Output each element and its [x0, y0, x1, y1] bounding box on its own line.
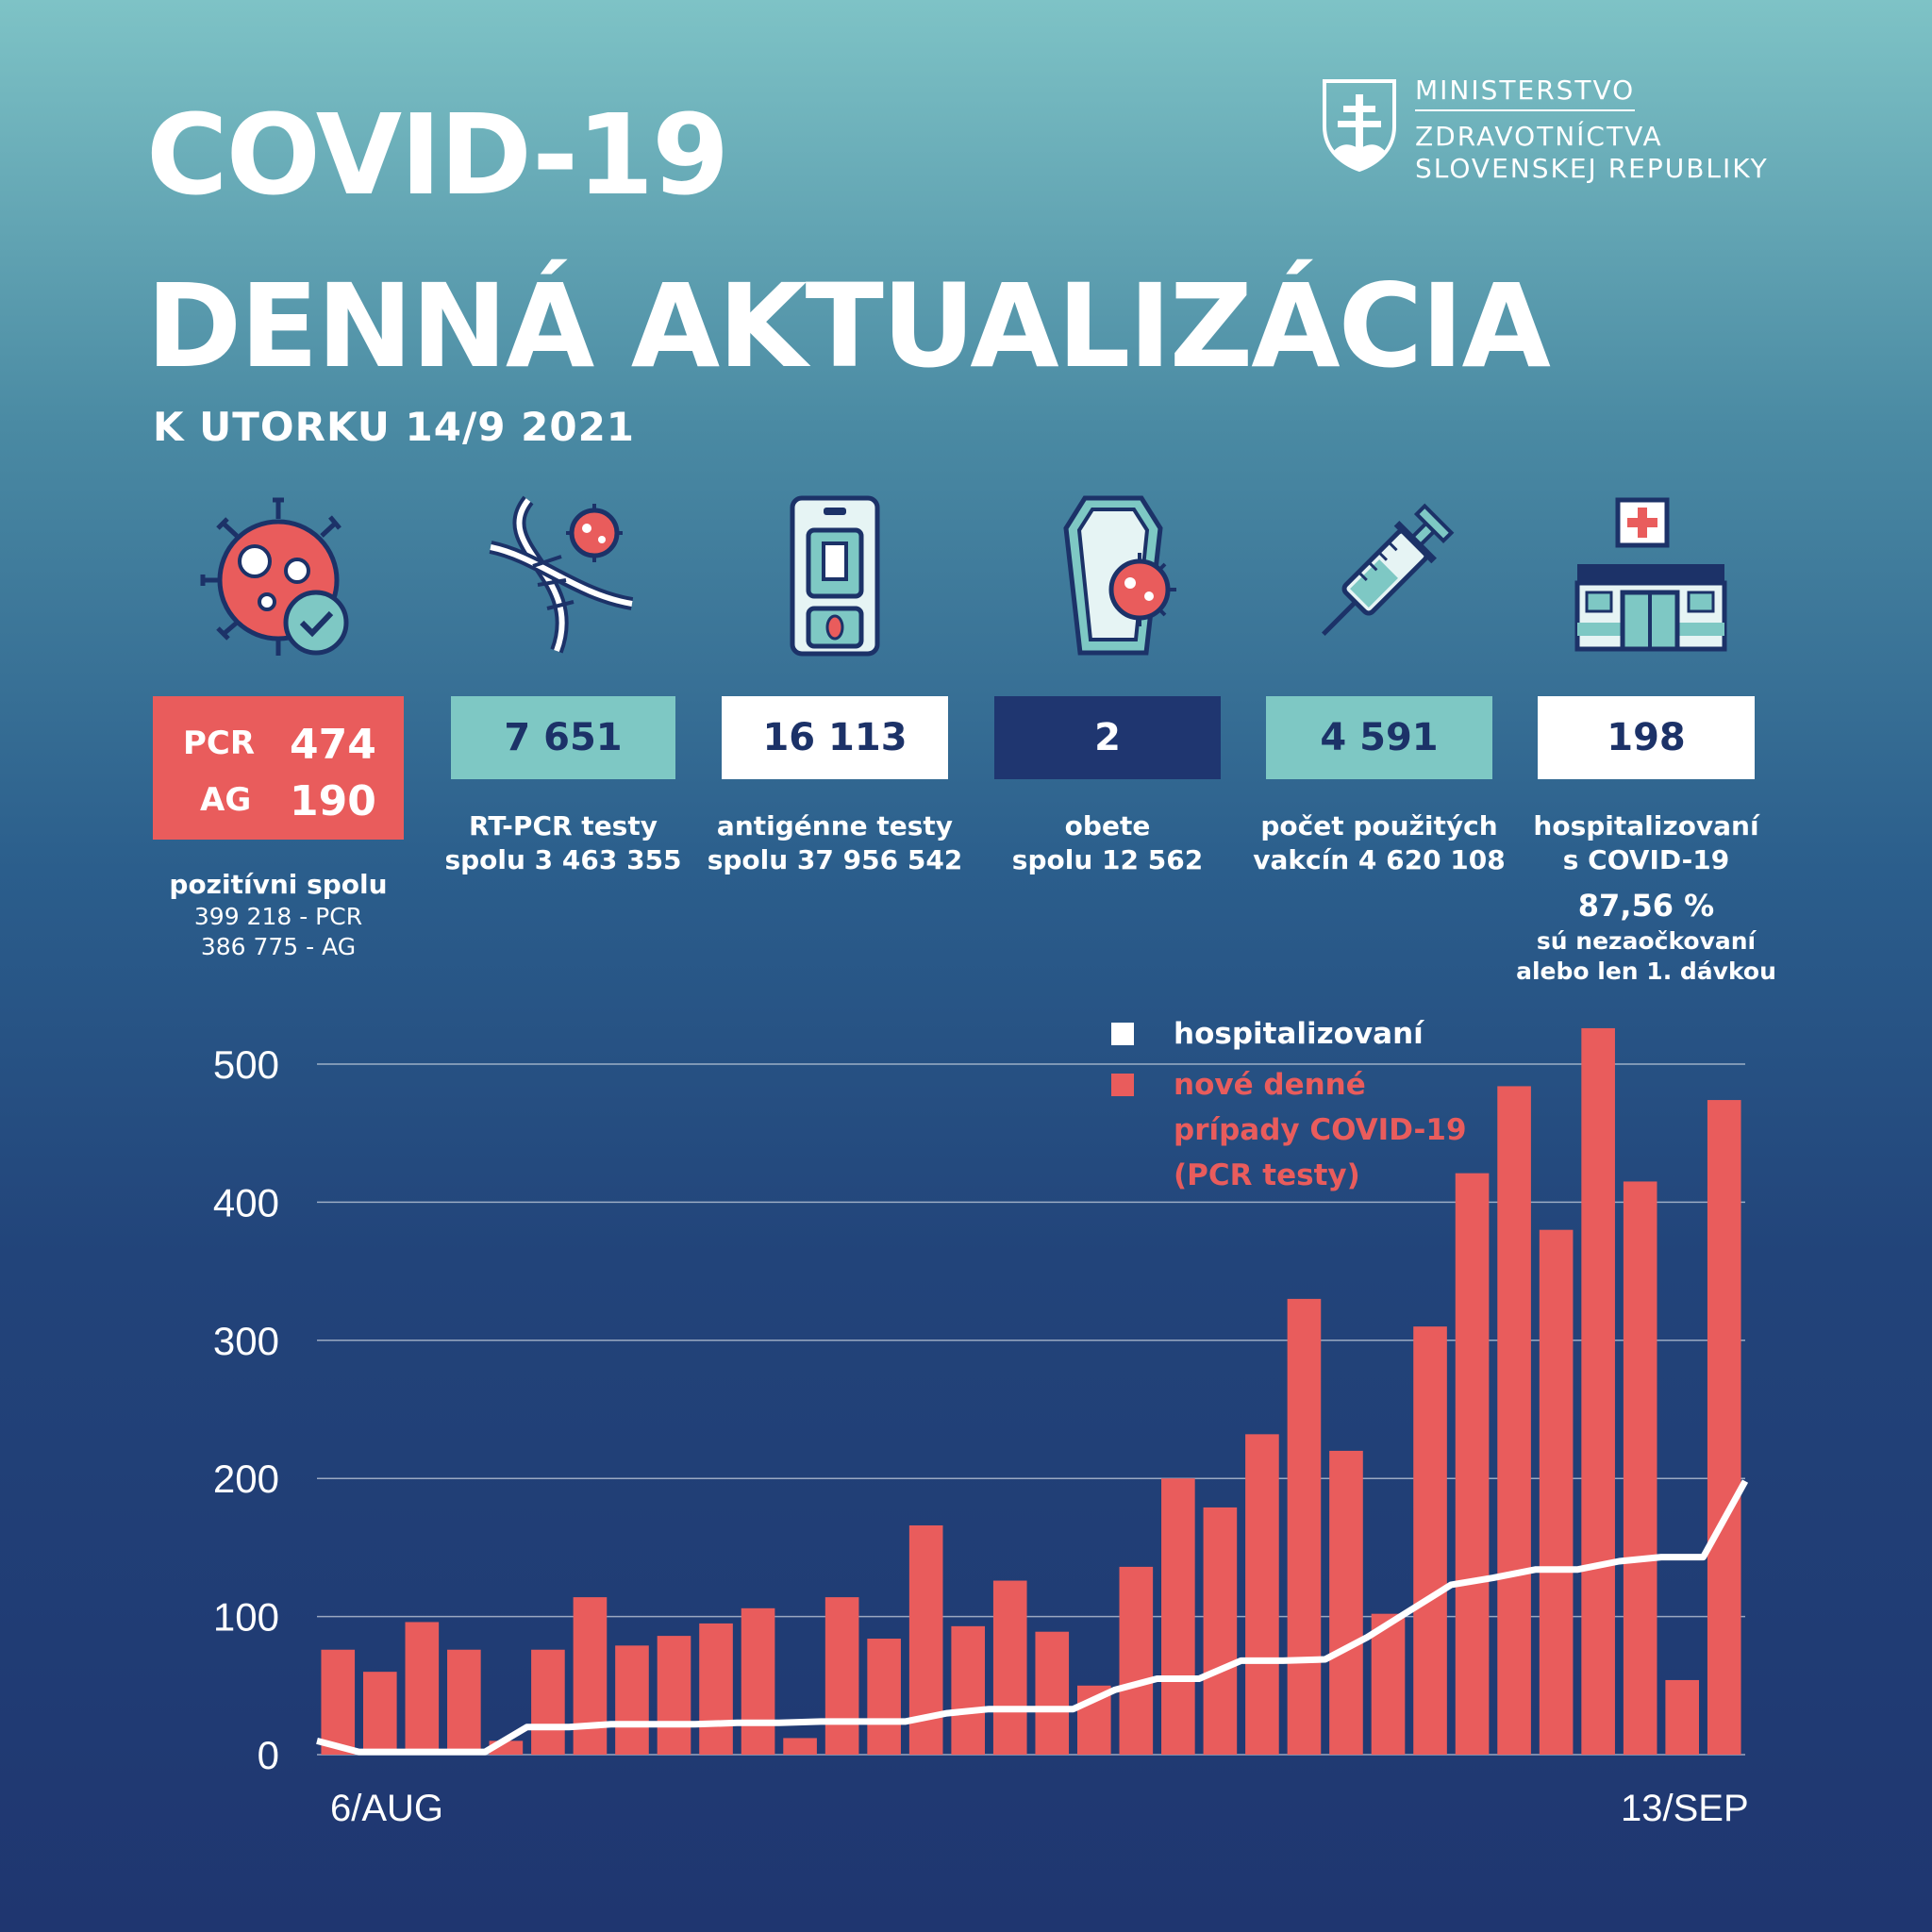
hospital-note2: alebo len 1. dávkou — [1516, 958, 1776, 985]
cases-bar — [1707, 1100, 1741, 1755]
antigen-value: 16 113 — [722, 696, 948, 779]
ag-label: AG — [200, 781, 252, 819]
vaccines-value: 4 591 — [1266, 696, 1492, 779]
cases-bar — [783, 1738, 817, 1755]
cases-bar — [362, 1672, 397, 1755]
y-axis-labels: 0 100 200 300 400 500 — [213, 1042, 279, 1777]
cases-hospitalized-chart: 0 100 200 300 400 500 6/AUG 13/SEP — [213, 1027, 1749, 1829]
cases-bar — [1581, 1027, 1615, 1755]
cases-bar — [1497, 1086, 1531, 1755]
cases-bar — [699, 1623, 733, 1755]
cases-bar — [531, 1649, 565, 1755]
hospitalized-line — [316, 1479, 1749, 1756]
cases-bar — [951, 1625, 986, 1755]
y-tick-label: 100 — [213, 1595, 279, 1640]
syringe-icon — [1322, 503, 1455, 636]
cases-bar — [992, 1580, 1027, 1755]
y-tick-label: 200 — [213, 1457, 279, 1501]
cases-bar — [615, 1645, 649, 1755]
cases-bar — [1665, 1679, 1700, 1755]
cases-bar — [1455, 1173, 1490, 1755]
dna-virus-icon — [489, 495, 634, 654]
cases-bar — [1245, 1434, 1279, 1755]
rtpcr-value: 7 651 — [451, 696, 675, 779]
positive-box: PCR 474 AG 190 — [153, 696, 404, 840]
deaths-caption1: obete — [1064, 810, 1151, 841]
virus-check-icon — [200, 497, 349, 656]
legend-cases-line1: nové denné — [1174, 1068, 1366, 1102]
hospital-caption2: s COVID-19 — [1562, 844, 1730, 875]
y-tick-label: 300 — [213, 1319, 279, 1363]
cases-bar — [573, 1597, 608, 1755]
pcr-label: PCR — [183, 724, 256, 762]
cases-bar — [1413, 1326, 1447, 1755]
legend-cases-line2: prípady COVID-19 — [1174, 1113, 1467, 1147]
cases-bar — [1539, 1229, 1574, 1755]
ministry-line3: SLOVENSKEJ REPUBLIKY — [1415, 153, 1769, 184]
hospital-icon — [1574, 497, 1727, 652]
hospital-value: 198 — [1538, 696, 1755, 779]
cases-bar — [1203, 1507, 1238, 1755]
hospital-caption1: hospitalizovaní — [1533, 810, 1759, 841]
test-kit-icon — [790, 495, 880, 657]
deaths-value: 2 — [994, 696, 1221, 779]
cases-bar — [1623, 1181, 1657, 1755]
slovak-crest-icon — [1323, 79, 1396, 172]
cases-bar — [657, 1636, 691, 1755]
antigen-caption2: spolu 37 956 542 — [707, 844, 963, 875]
cases-bars — [321, 1027, 1741, 1755]
vaccines-caption2: vakcín 4 620 108 — [1253, 844, 1506, 875]
cases-bar — [1035, 1631, 1070, 1755]
x-start-label: 6/AUG — [330, 1788, 443, 1829]
cases-bar — [1161, 1478, 1195, 1755]
antigen-caption1: antigénne testy — [716, 810, 954, 841]
title-covid: COVID-19 — [146, 90, 729, 220]
hospital-note1: sú nezaočkovaní — [1536, 927, 1757, 955]
positive-pcr-total: 399 218 - PCR — [193, 903, 363, 930]
cases-bar — [1119, 1566, 1154, 1755]
coffin-virus-icon — [1063, 495, 1176, 656]
rtpcr-caption2: spolu 3 463 355 — [444, 844, 682, 875]
date-subtitle: K UTORKU 14/9 2021 — [153, 404, 636, 450]
legend-cases-line3: (PCR testy) — [1174, 1158, 1360, 1192]
cases-bar — [447, 1649, 481, 1755]
rtpcr-caption1: RT-PCR testy — [469, 810, 658, 841]
cases-bar — [1329, 1450, 1363, 1755]
vaccines-caption1: počet použitých — [1260, 810, 1498, 841]
ministry-line2: ZDRAVOTNÍCTVA — [1415, 121, 1663, 152]
cases-bar — [741, 1607, 775, 1755]
cases-bar — [824, 1597, 859, 1755]
ag-value: 190 — [290, 777, 376, 825]
cases-bar — [405, 1622, 440, 1755]
pcr-value: 474 — [290, 721, 376, 769]
legend-hospitalized: hospitalizovaní — [1174, 1017, 1424, 1051]
x-end-label: 13/SEP — [1621, 1788, 1749, 1829]
cases-bar — [867, 1639, 901, 1755]
ministry-line1: MINISTERSTVO — [1415, 77, 1636, 111]
cases-bar — [1287, 1298, 1322, 1755]
title-daily-update: DENNÁ AKTUALIZÁCIA — [146, 259, 1551, 393]
cases-bar — [321, 1649, 356, 1755]
y-tick-label: 500 — [213, 1042, 279, 1087]
legend-hospitalized-swatch — [1111, 1023, 1134, 1045]
cases-bar — [1371, 1613, 1406, 1755]
y-tick-label: 0 — [258, 1733, 279, 1777]
hospital-unvaccinated-pct: 87,56 % — [1577, 888, 1715, 924]
deaths-caption2: spolu 12 562 — [1011, 844, 1204, 875]
positive-caption: pozitívni spolu — [169, 869, 388, 900]
y-tick-label: 400 — [213, 1180, 279, 1224]
positive-ag-total: 386 775 - AG — [200, 933, 357, 960]
ministry-logo: MINISTERSTVO ZDRAVOTNÍCTVA SLOVENSKEJ RE… — [1321, 77, 1774, 186]
legend-cases-swatch — [1111, 1074, 1134, 1096]
